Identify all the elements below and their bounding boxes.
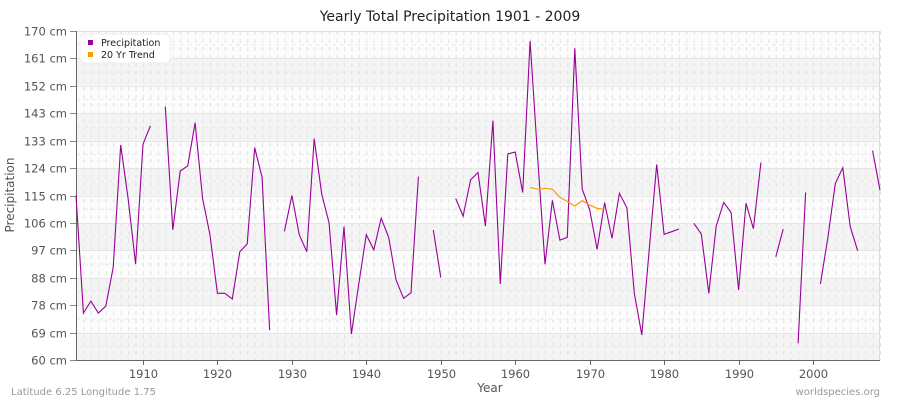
x-tick-label: 1980 [650, 367, 679, 381]
x-tick-label: 1910 [129, 367, 158, 381]
precipitation-line [455, 40, 680, 335]
y-tick-label: 133 cm [24, 135, 67, 149]
x-tick-label: 1920 [203, 367, 232, 381]
grid-lines [76, 31, 881, 361]
x-tick-label: 1930 [278, 367, 307, 381]
legend: Precipitation 20 Yr Trend [79, 33, 171, 64]
precipitation-line [819, 165, 859, 285]
legend-box [79, 33, 171, 64]
y-tick-label: 78 cm [31, 299, 67, 313]
precipitation-line [283, 138, 419, 335]
y-tick-label: 115 cm [24, 190, 67, 204]
x-axis-label: Year [476, 381, 502, 395]
y-tick-label: 60 cm [31, 354, 67, 368]
trend-line [529, 186, 605, 210]
footer-coordinates: Latitude 6.25 Longitude 1.75 [11, 387, 156, 398]
y-tick-label: 124 cm [24, 162, 67, 176]
precipitation-line [775, 228, 784, 257]
data-series [75, 40, 881, 344]
y-tick-label: 69 cm [31, 327, 67, 341]
y-tick-label: 106 cm [24, 217, 67, 231]
y-axis-label: Precipitation [3, 157, 17, 232]
y-tick-label: 97 cm [31, 244, 67, 258]
precipitation-line [872, 150, 881, 191]
legend-swatch-precipitation [88, 40, 93, 45]
precipitation-line [432, 229, 442, 278]
legend-label-precipitation: Precipitation [101, 38, 160, 49]
y-tick-label: 170 cm [24, 25, 67, 39]
precipitation-line [164, 106, 271, 331]
y-tick-label: 143 cm [24, 107, 67, 121]
legend-swatch-trend [88, 52, 93, 57]
precipitation-line [693, 162, 762, 294]
x-tick-label: 1950 [427, 367, 456, 381]
y-tick-label: 152 cm [24, 80, 67, 94]
y-tick-label: 161 cm [24, 52, 67, 66]
footer-source: worldspecies.org [796, 387, 880, 398]
x-tick-label: 1960 [501, 367, 530, 381]
precipitation-line [797, 192, 807, 344]
x-tick-label: 1940 [352, 367, 381, 381]
legend-label-trend: 20 Yr Trend [101, 50, 155, 61]
y-tick-label: 88 cm [31, 272, 67, 286]
x-tick-label: 1990 [725, 367, 754, 381]
chart-title: Yearly Total Precipitation 1901 - 2009 [319, 9, 581, 25]
x-tick-label: 2000 [799, 367, 828, 381]
axes: 60 cm 69 cm 78 cm 88 cm 97 cm 106 cm 115 cm 124… [24, 25, 880, 381]
precipitation-line [75, 125, 151, 315]
x-tick-label: 1970 [576, 367, 605, 381]
